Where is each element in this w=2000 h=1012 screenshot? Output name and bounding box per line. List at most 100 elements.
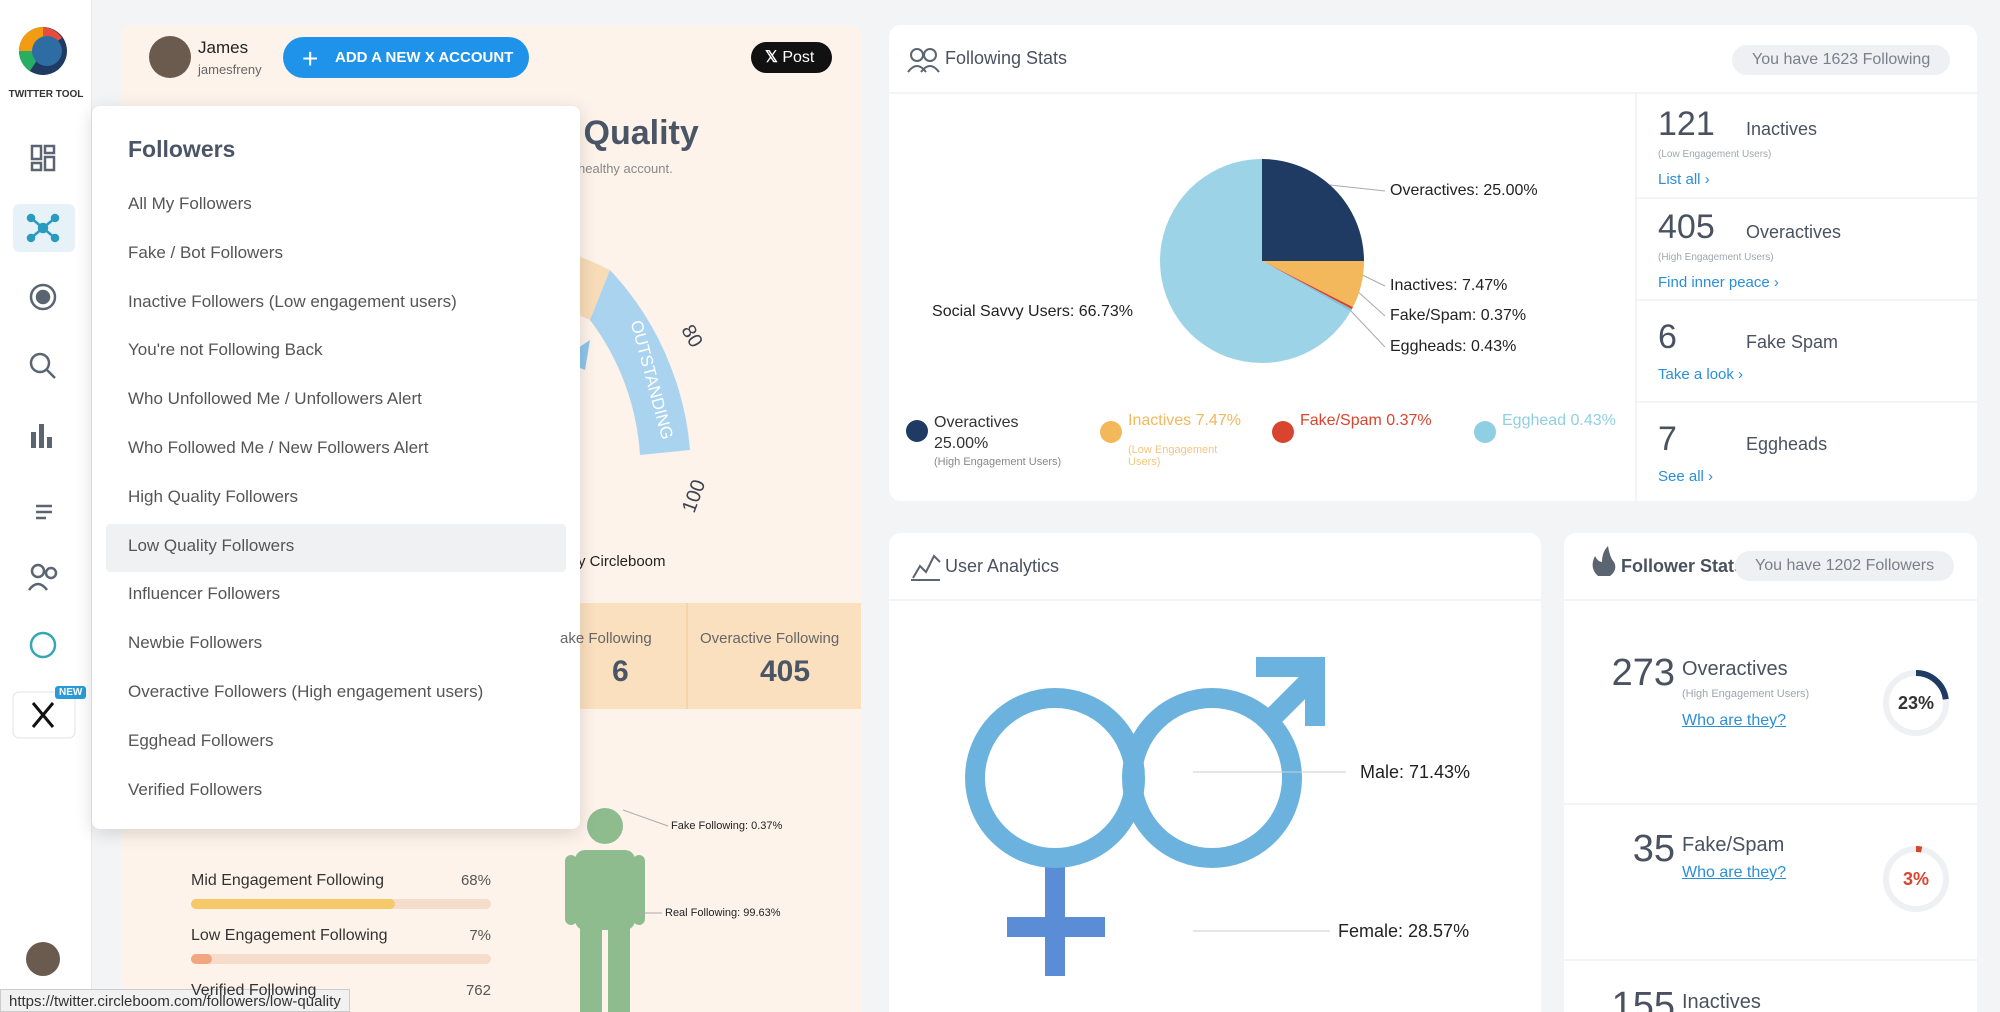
row-link[interactable]: Who are they? [1682,864,1787,881]
following-count-badge: You have 1623 Following [1732,45,1951,75]
pie-slice [1262,261,1353,310]
ring-label: 23% [1897,693,1935,713]
female-label: Female: 28.57% [1338,921,1470,941]
summary-link[interactable]: Find inner peace › [1658,274,1779,291]
bar-fill [191,954,212,964]
nav-followers[interactable] [26,213,60,243]
nav-dashboard[interactable] [30,144,43,161]
button-label: ADD A NEW X ACCOUNT [335,49,514,66]
verified-label: Verified Following [191,982,317,999]
summary-label: Fake Spam [1746,332,1839,352]
summary-count: 6 [1658,318,1677,356]
nav-users[interactable] [30,563,46,579]
dropdown-item[interactable]: Who Unfollowed Me / Unfollowers Alert [128,389,422,409]
bar-value: 68% [460,872,491,889]
nav-radar[interactable] [29,283,57,311]
pie-slice [1262,159,1364,261]
user-avatar[interactable] [26,942,60,976]
row-label: Fake/Spam [1682,834,1785,856]
dropdown-item[interactable]: Newbie Followers [128,633,263,653]
dropdown-item[interactable]: Low Quality Followers [128,535,295,555]
summary-count: 405 [1658,208,1715,246]
dropdown-item[interactable]: All My Followers [128,194,252,213]
new-badge: NEW [55,686,87,699]
dropdown-item[interactable]: Egghead Followers [128,730,274,750]
dropdown-item[interactable]: Fake / Bot Followers [128,242,283,262]
legend-icon [1474,421,1496,443]
panel-title: User Analytics [945,556,1060,576]
row-note: (High Engagement Users) [1682,688,1810,700]
stat-label: ake Following [560,630,652,647]
dropdown-item[interactable]: Overactive Followers (High engagement us… [128,682,484,701]
summary-link[interactable]: Take a look › [1658,366,1744,383]
follower-count-badge: You have 1202 Followers [1735,551,1955,581]
pie-label: Fake/Spam: 0.37% [1390,307,1527,324]
ring-label: 3% [1902,869,1929,889]
row-label: Overactives [1682,658,1788,680]
pie-label: Inactives: 7.47% [1390,277,1508,294]
follower-stats-panel [1564,533,1977,1012]
pie-label: Overactives: 25.00% [1390,182,1538,199]
logo-text: TWITTER TOOL [8,89,84,100]
legend-title: Fake/Spam 0.37% [1300,412,1432,429]
dropdown-item[interactable]: Inactive Followers (Low engagement users… [128,291,457,311]
summary-count: 7 [1658,420,1677,458]
sidebar-icons [12,27,76,976]
legend-title: Overactives 25.00% [934,414,1019,452]
row-count: 273 [1611,652,1675,694]
stat-value: 6 [612,655,629,688]
ring-arc [1915,670,1949,700]
summary-label: Overactives [1746,222,1842,242]
bar-fill [191,899,395,909]
dropdown-item[interactable]: High Quality Followers [128,486,299,506]
plus-icon: + [302,43,319,74]
summary-label: Inactives [1746,119,1818,139]
nav-search[interactable] [29,352,51,374]
status-bar: https://twitter.circleboom.com/followers… [0,989,350,1012]
summary-label: Eggheads [1746,434,1828,454]
row-link[interactable]: Who are they? [1682,712,1787,729]
ring-arc [1915,846,1923,853]
summary-note: (High Engagement Users) [1658,252,1774,263]
male-label: Male: 71.43% [1360,762,1471,782]
bar-track [191,954,491,964]
dropdown-item[interactable]: You're not Following Back [128,340,323,360]
legend-title: Egghead 0.43% [1502,412,1616,429]
row-count: 155 [1611,985,1675,1012]
verified-value: 762 [465,982,491,999]
pie-slice [1160,159,1351,363]
stat-value: 405 [760,655,811,688]
stat-label: Overactive Following [700,630,840,647]
figure-label: Real Following: 99.63% [665,907,781,919]
row-label: Inactives [1682,991,1761,1012]
nav-schedule[interactable] [29,631,57,659]
button-label: Post [782,49,815,66]
bar-label: Low Engagement Following [191,927,388,944]
legend-icon [1272,421,1294,443]
dropdown-item[interactable]: Verified Followers [128,779,263,799]
dropdown-item[interactable]: Influencer Followers [128,584,281,604]
account-avatar[interactable] [149,36,191,78]
nav-stats[interactable] [31,432,36,448]
bar-value: 7% [469,927,491,944]
summary-link[interactable]: See all › [1658,468,1714,485]
summary-note: (Low Engagement Users) [1658,149,1772,160]
summary-link[interactable]: List all › [1658,171,1710,188]
post-button[interactable]: 𝕏 Post [751,42,832,73]
account-handle: jamesfreny [198,62,262,77]
pie-slice [1262,261,1352,312]
dropdown-item[interactable]: Who Followed Me / New Followers Alert [128,438,429,457]
add-account-button[interactable]: ADD A NEW X ACCOUNT [283,37,529,78]
legend-note: (High Engagement Users) [934,456,1062,468]
pie-label: Eggheads: 0.43% [1390,338,1517,355]
row-count: 35 [1632,828,1675,870]
legend-note: (Low Engagement Users) [1128,444,1218,468]
credit-text: y Circleboom [578,553,666,570]
quality-subtitle: healthy account. [578,161,673,176]
selected-highlight [106,523,566,572]
legend-icon [906,420,928,442]
